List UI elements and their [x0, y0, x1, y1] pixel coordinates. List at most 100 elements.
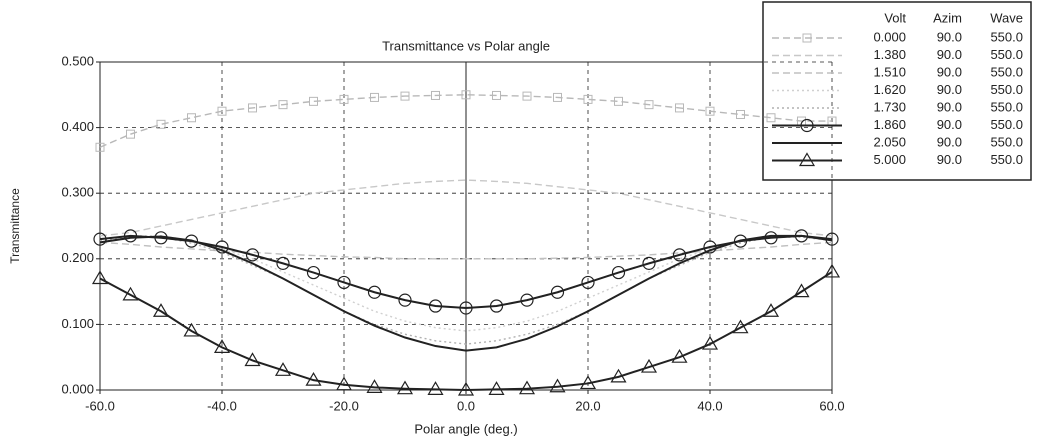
- triangle-marker: [152, 303, 170, 317]
- legend-azim: 90.0: [937, 152, 962, 167]
- series-line: [99, 235, 833, 332]
- square-marker: [492, 90, 501, 100]
- y-tick-label: 0.100: [61, 316, 94, 331]
- legend-wave: 550.0: [990, 152, 1023, 167]
- triangle-marker: [183, 322, 200, 337]
- circle-marker: [611, 265, 626, 280]
- triangle-marker: [457, 381, 475, 396]
- legend-volt: 1.730: [873, 99, 906, 114]
- triangle-marker: [823, 263, 841, 278]
- circle-marker: [459, 301, 473, 315]
- triangle-marker: [305, 371, 322, 386]
- legend-wave: 550.0: [990, 134, 1023, 149]
- square-marker: [156, 119, 166, 129]
- legend-volt: 1.510: [873, 64, 906, 79]
- square-marker: [461, 90, 471, 100]
- legend-azim: 90.0: [937, 117, 962, 132]
- series-line: [99, 94, 832, 148]
- legend-wave: 550.0: [990, 29, 1023, 44]
- y-tick-label: 0.000: [61, 381, 94, 396]
- square-marker: [644, 100, 654, 110]
- legend-wave: 550.0: [990, 117, 1023, 132]
- series-line: [99, 236, 833, 345]
- triangle-marker: [213, 339, 231, 353]
- triangle-marker: [244, 352, 261, 367]
- triangle-marker: [671, 349, 688, 363]
- legend-wave: 550.0: [990, 47, 1023, 62]
- legend-azim: 90.0: [937, 82, 962, 97]
- triangle-marker: [366, 379, 383, 393]
- circle-marker: [93, 232, 107, 246]
- x-tick-label: 0.0: [457, 398, 475, 413]
- legend-wave: 550.0: [990, 64, 1023, 79]
- circle-marker: [245, 248, 260, 262]
- triangle-marker: [396, 380, 414, 395]
- legend-volt: 2.050: [873, 134, 906, 149]
- circle-marker: [398, 293, 412, 307]
- x-tick-label: -40.0: [207, 398, 237, 413]
- legend-header: Wave: [990, 10, 1023, 25]
- circle-marker: [367, 285, 382, 299]
- y-axis-label: Transmittance: [8, 188, 22, 264]
- square-marker: [614, 96, 623, 106]
- square-marker: [400, 91, 410, 101]
- x-tick-label: 60.0: [819, 398, 844, 413]
- triangle-marker: [274, 362, 292, 376]
- legend-volt: 5.000: [873, 152, 906, 167]
- triangle-marker: [732, 319, 749, 334]
- square-marker: [553, 92, 562, 102]
- circle-marker: [428, 299, 443, 313]
- legend-azim: 90.0: [937, 134, 962, 149]
- chart-title: Transmittance vs Polar angle: [382, 38, 550, 53]
- y-tick-label: 0.300: [61, 185, 94, 200]
- square-marker: [802, 33, 812, 43]
- square-marker: [217, 106, 227, 116]
- triangle-marker: [335, 376, 353, 391]
- square-marker: [583, 94, 593, 104]
- x-axis-label: Polar angle (deg.): [414, 421, 517, 436]
- square-marker: [675, 103, 684, 113]
- triangle-marker: [798, 152, 816, 167]
- x-tick-label: 40.0: [697, 398, 722, 413]
- x-tick-label: 20.0: [575, 398, 600, 413]
- y-tick-label: 0.500: [61, 53, 94, 68]
- series-line: [99, 234, 833, 310]
- triangle-marker: [91, 270, 109, 285]
- square-marker: [370, 92, 379, 102]
- legend-wave: 550.0: [990, 99, 1023, 114]
- legend-wave: 550.0: [990, 82, 1023, 97]
- circle-marker: [550, 285, 565, 299]
- square-marker: [736, 109, 745, 119]
- legend-azim: 90.0: [937, 64, 962, 79]
- legend-volt: 1.620: [873, 82, 906, 97]
- triangle-marker: [427, 381, 444, 395]
- legend-azim: 90.0: [937, 29, 962, 44]
- triangle-marker: [122, 286, 139, 301]
- x-tick-label: -20.0: [329, 398, 359, 413]
- square-marker: [278, 100, 288, 110]
- circle-marker: [733, 234, 748, 248]
- square-marker: [766, 113, 776, 123]
- triangle-marker: [762, 303, 780, 317]
- circle-marker: [672, 248, 687, 262]
- square-marker: [126, 129, 135, 139]
- x-tick-label: -60.0: [85, 398, 115, 413]
- series-line: [99, 179, 833, 237]
- y-tick-label: 0.400: [61, 119, 94, 134]
- triangle-marker: [518, 380, 536, 395]
- circle-marker: [800, 118, 814, 133]
- legend-azim: 90.0: [937, 47, 962, 62]
- circle-marker: [703, 240, 717, 254]
- circle-marker: [184, 234, 199, 248]
- legend-azim: 90.0: [937, 99, 962, 114]
- triangle-marker: [640, 358, 658, 373]
- y-tick-label: 0.200: [61, 250, 94, 265]
- triangle-marker: [488, 381, 505, 395]
- triangle-marker: [579, 375, 597, 390]
- square-marker: [248, 103, 257, 113]
- circle-marker: [520, 293, 534, 307]
- square-marker: [95, 142, 105, 152]
- legend-volt: 1.860: [873, 117, 906, 132]
